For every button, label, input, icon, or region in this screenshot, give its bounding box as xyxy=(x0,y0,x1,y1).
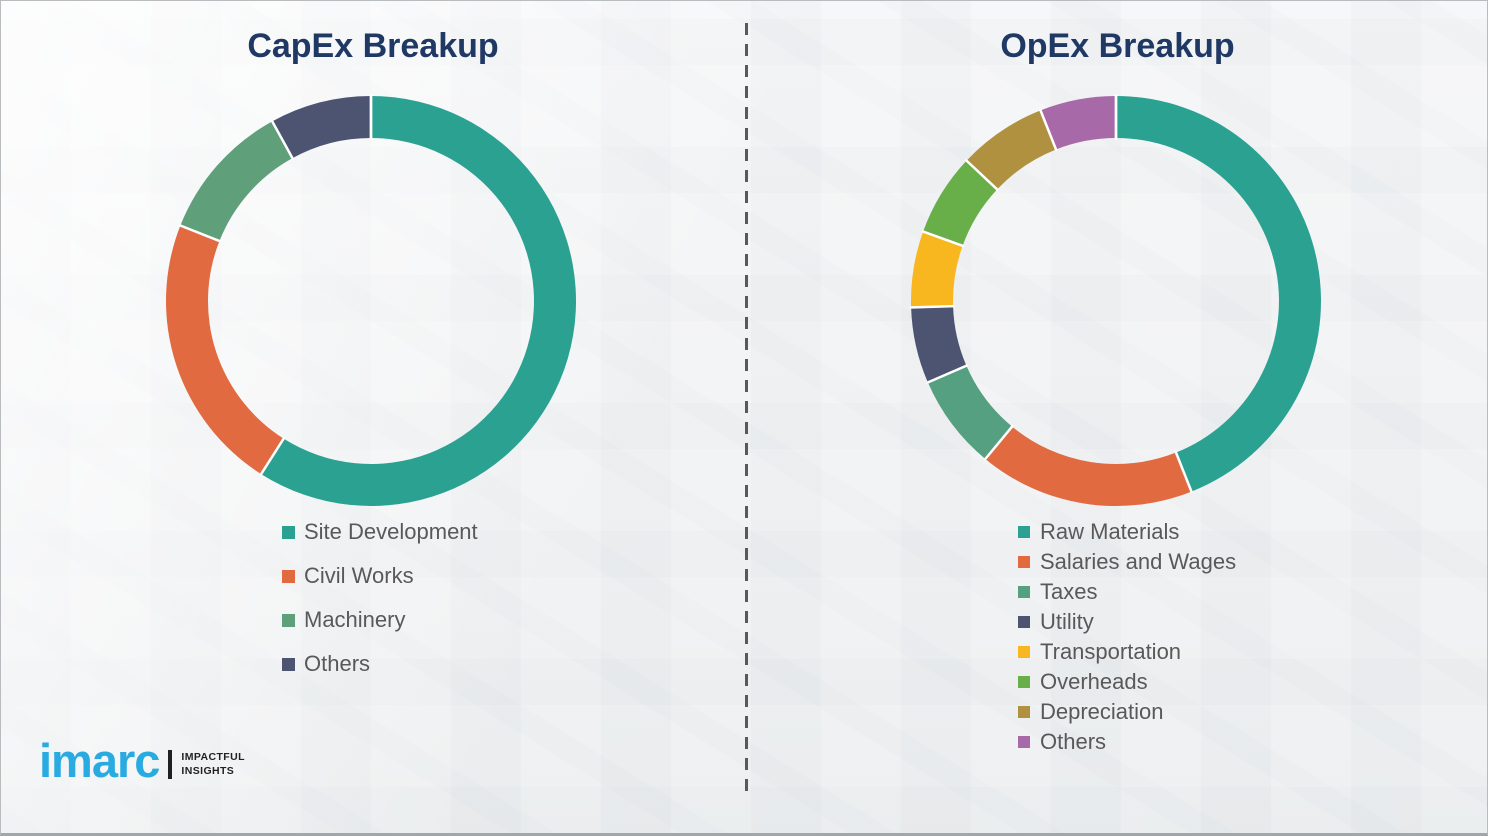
legend-label: Site Development xyxy=(304,519,478,544)
segment-separator xyxy=(259,436,286,477)
legend-swatch xyxy=(1018,586,1030,598)
legend-swatch xyxy=(1018,556,1030,568)
donut-segment-utility xyxy=(911,306,967,383)
donut-segment-machinery xyxy=(180,121,293,241)
donut-segment-site-development xyxy=(261,96,577,506)
donut-segment-overheads xyxy=(923,160,998,246)
segment-separator xyxy=(964,158,1000,192)
segment-separator xyxy=(178,223,222,243)
legend-swatch xyxy=(1018,646,1030,658)
legend-item-depreciation: Depreciation xyxy=(1018,697,1236,727)
donut-segment-civil-works xyxy=(166,225,284,475)
legend-label: Others xyxy=(304,651,371,676)
logo-tagline: IMPACTFUL INSIGHTS xyxy=(181,751,244,778)
legend-swatch xyxy=(1018,526,1030,538)
legend-item-civil-works: Civil Works xyxy=(282,554,478,598)
capex-donut-chart xyxy=(166,94,577,506)
opex-chart-title: OpEx Breakup xyxy=(1000,27,1235,65)
donut-segment-others xyxy=(1040,96,1116,150)
legend-label: Depreciation xyxy=(1040,699,1164,724)
legend-item-transportation: Transportation xyxy=(1018,637,1236,667)
legend-swatch xyxy=(1018,736,1030,748)
logo-divider-bar xyxy=(168,750,173,779)
legend-label: Raw Materials xyxy=(1040,519,1180,544)
segment-separator xyxy=(1038,108,1058,152)
donut-segment-transportation xyxy=(910,231,963,308)
donut-segment-others xyxy=(272,96,371,159)
legend-swatch xyxy=(1018,706,1030,718)
logo-tagline-line2: INSIGHTS xyxy=(181,764,235,777)
opex-legend: Raw Materials Salaries and Wages Taxes Util… xyxy=(1018,517,1236,757)
legend-swatch xyxy=(282,525,295,539)
capex-chart-title: CapEx Breakup xyxy=(247,27,499,65)
legend-label: Taxes xyxy=(1040,579,1098,604)
legend-swatch xyxy=(282,613,295,627)
capex-legend: Site Development Civil Works Machinery Othe… xyxy=(282,510,478,686)
legend-label: Machinery xyxy=(304,607,406,632)
legend-item-others: Others xyxy=(1018,727,1236,757)
dashed-divider-line xyxy=(745,23,748,791)
legend-label: Transportation xyxy=(1040,639,1182,664)
legend-item-utility: Utility xyxy=(1018,607,1236,637)
segment-separator xyxy=(1174,450,1194,494)
donut-segment-taxes xyxy=(927,365,1013,459)
segment-separator xyxy=(925,363,969,385)
segment-separator xyxy=(270,119,295,161)
legend-item-raw-materials: Raw Materials xyxy=(1018,517,1236,547)
segment-separator xyxy=(921,229,965,248)
legend-label: Utility xyxy=(1040,609,1094,634)
imarc-logo: imarc IMPACTFUL INSIGHTS xyxy=(39,737,245,784)
legend-label: Others xyxy=(1040,729,1107,754)
legend-item-overheads: Overheads xyxy=(1018,667,1236,697)
legend-swatch xyxy=(1018,616,1030,628)
legend-label: Overheads xyxy=(1040,669,1148,694)
legend-item-taxes: Taxes xyxy=(1018,577,1236,607)
opex-donut-chart xyxy=(909,94,1321,506)
donut-segment-depreciation xyxy=(966,110,1056,190)
logo-tagline-line1: IMPACTFUL xyxy=(181,750,245,763)
legend-label: Salaries and Wages xyxy=(1040,549,1237,574)
segment-separator xyxy=(909,304,955,309)
legend-item-salaries-and-wages: Salaries and Wages xyxy=(1018,547,1236,577)
legend-label: Civil Works xyxy=(304,563,414,588)
donut-segment-salaries-and-wages xyxy=(985,426,1192,506)
legend-swatch xyxy=(1018,676,1030,688)
legend-item-site-development: Site Development xyxy=(282,510,478,554)
legend-item-machinery: Machinery xyxy=(282,598,478,642)
legend-item-others: Others xyxy=(282,642,478,686)
imarc-wordmark: imarc xyxy=(39,734,160,787)
legend-swatch xyxy=(282,657,295,671)
donut-segment-raw-materials xyxy=(1116,96,1321,492)
legend-swatch xyxy=(282,569,295,583)
segment-separator xyxy=(983,424,1015,461)
